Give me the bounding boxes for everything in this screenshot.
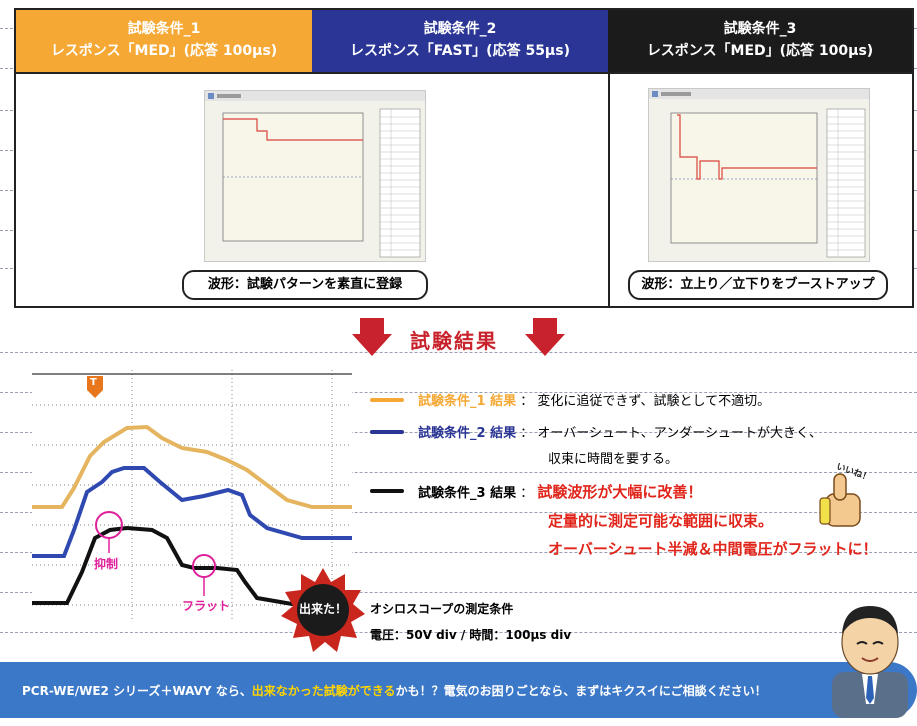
result-1-text: 変化に追従できず、試験として不適切。 [537, 394, 771, 409]
trigger-marker-label: T [90, 377, 97, 388]
condition-2-detail: レスポンス「FAST」(応答 55μs) [350, 43, 570, 59]
condition-2-header: 試験条件_2 レスポンス「FAST」(応答 55μs) [312, 10, 608, 72]
result-1: 試験条件_1 結果 ： 変化に追従できず、試験として不適切。 [418, 390, 770, 409]
condition-3-title: 試験条件_3 [723, 21, 797, 37]
condition-2-title: 試験条件_2 [423, 21, 497, 37]
banner-highlight: 出来なかった試験ができる [251, 684, 396, 698]
banner-part2: かも！？電気のお困りごとなら、まずはキクスイにご相談ください！ [395, 684, 767, 698]
result-3-sep: ： [520, 486, 534, 501]
guide-line [0, 552, 917, 553]
result-3-name: 試験条件_3 結果 [418, 486, 517, 501]
guide-line [0, 432, 917, 433]
condition-1-title: 試験条件_1 [127, 21, 201, 37]
oscilloscope-capture: T 抑制 フラット [32, 370, 352, 620]
condition-3-detail: レスポンス「MED」(応答 100μs) [646, 43, 874, 59]
guide-line [0, 512, 917, 513]
guide-line [0, 592, 917, 593]
result-3-text: 試験波形が大幅に改善！ [537, 483, 703, 501]
oscilloscope-graphic [32, 370, 352, 620]
waveform-editor-screenshot [204, 90, 426, 262]
businessman-avatar [832, 606, 908, 718]
guide-line [0, 472, 917, 473]
result-2-name: 試験条件_2 結果 [418, 426, 517, 441]
conditions-box: 試験条件_1 レスポンス「MED」(応答 100μs) 試験条件_2 レスポンス… [14, 8, 914, 308]
footer-banner [0, 662, 917, 718]
thumbs-up-icon [819, 473, 861, 527]
label-flat: フラット [182, 599, 231, 613]
result-1-sep: ： [520, 394, 534, 409]
result-2: 試験条件_2 結果 ： オーバーシュート、アンダーシュートが大きく、 [418, 422, 822, 441]
waveform-editor-graphic [205, 91, 425, 258]
condition-1-detail: レスポンス「MED」(応答 100μs) [50, 43, 278, 59]
burst-text: 出来た！ [298, 602, 347, 616]
condition-1-header: 試験条件_1 レスポンス「MED」(応答 100μs) [16, 10, 312, 72]
label-suppress: 抑制 [94, 557, 119, 571]
measure-title: オシロスコープの測定条件 [370, 602, 514, 616]
guide-line [0, 352, 917, 353]
waveform-editor-graphic-boost [649, 89, 869, 258]
waveform-editor-screenshot-boost [648, 88, 870, 262]
down-arrow-icon [525, 318, 565, 356]
caption-left: 波形：試験パターンを素直に登録 [182, 270, 428, 300]
guide-line [0, 632, 917, 633]
result-2-text: オーバーシュート、アンダーシュートが大きく、 [537, 426, 822, 441]
result-1-name: 試験条件_1 結果 [418, 394, 517, 409]
result-title: 試験結果 [410, 329, 498, 353]
starburst-badge [281, 568, 365, 652]
divider [608, 72, 610, 308]
divider [16, 72, 912, 74]
caption-right: 波形：立上り／立下りをブーストアップ [628, 270, 888, 300]
legend-line-black [370, 489, 404, 493]
result-3-text-3: オーバーシュート半減＆中間電圧がフラットに！ [548, 540, 878, 558]
guide-line [0, 392, 917, 393]
banner-part1: PCR-WE/WE2 シリーズ＋WAVY なら、 [22, 684, 252, 698]
down-arrow-icon [352, 318, 392, 356]
result-3: 試験条件_3 結果 ： 試験波形が大幅に改善！ [418, 481, 702, 502]
legend-line-blue [370, 430, 404, 434]
result-3-text-2: 定量的に測定可能な範囲に収束。 [548, 512, 774, 530]
measure-value: 電圧：50V div / 時間：100μs div [370, 628, 572, 642]
result-2-text-cont: 収束に時間を要する。 [548, 452, 679, 467]
footer-banner-text: PCR-WE/WE2 シリーズ＋WAVY なら、出来なかった試験ができるかも！？… [22, 682, 767, 699]
condition-3-header: 試験条件_3 レスポンス「MED」(応答 100μs) [608, 10, 912, 72]
result-2-sep: ： [520, 426, 534, 441]
legend-line-orange [370, 398, 404, 402]
